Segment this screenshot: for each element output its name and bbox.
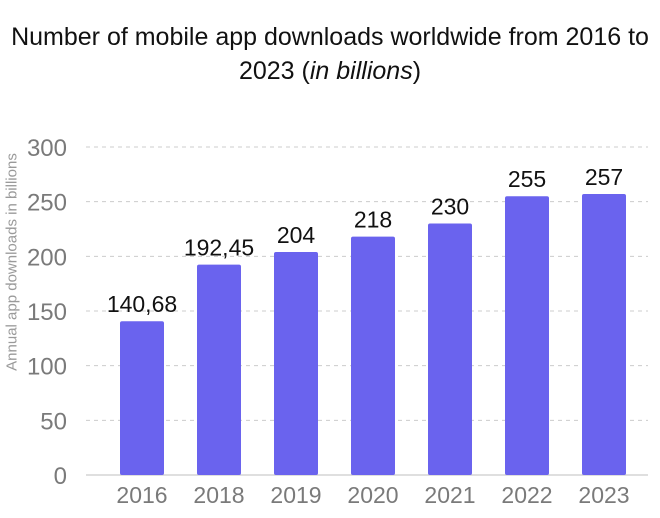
data-label-2023: 257 bbox=[585, 164, 623, 190]
x-tick-label-2021: 2021 bbox=[424, 482, 475, 508]
bar-2019 bbox=[274, 251, 318, 475]
bar-2016 bbox=[120, 321, 164, 475]
x-tick-label-2020: 2020 bbox=[347, 482, 398, 508]
y-tick-label-100: 100 bbox=[27, 354, 67, 381]
x-tick-label-2018: 2018 bbox=[193, 482, 244, 508]
x-tick-label-2023: 2023 bbox=[578, 482, 629, 508]
bar-2022 bbox=[505, 196, 549, 475]
bar-2018 bbox=[197, 264, 241, 475]
y-tick-label-200: 200 bbox=[27, 244, 67, 271]
chart-title-suffix: ) bbox=[412, 57, 422, 85]
y-tick-label-0: 0 bbox=[54, 463, 67, 490]
data-label-2018: 192,45 bbox=[184, 235, 254, 261]
y-tick-label-250: 250 bbox=[27, 190, 67, 217]
y-tick-label-50: 50 bbox=[40, 408, 67, 435]
data-label-2016: 140,68 bbox=[107, 291, 177, 317]
chart-title: Number of mobile app downloads worldwide… bbox=[0, 20, 660, 88]
data-label-2020: 218 bbox=[354, 207, 392, 233]
chart-title-main: Number of mobile app downloads worldwide… bbox=[11, 23, 649, 85]
bar-2020 bbox=[351, 236, 395, 475]
x-tick-label-2016: 2016 bbox=[116, 482, 167, 508]
y-tick-label-300: 300 bbox=[27, 135, 67, 162]
bar-2023 bbox=[582, 194, 626, 475]
x-tick-label-2022: 2022 bbox=[501, 482, 552, 508]
x-tick-label-2019: 2019 bbox=[270, 482, 321, 508]
data-label-2022: 255 bbox=[508, 166, 546, 192]
data-label-2021: 230 bbox=[431, 194, 469, 220]
data-label-2019: 204 bbox=[277, 222, 316, 248]
y-tick-label-150: 150 bbox=[27, 299, 67, 326]
chart-title-emphasis: in billions bbox=[309, 57, 413, 85]
bar-2021 bbox=[428, 223, 472, 475]
